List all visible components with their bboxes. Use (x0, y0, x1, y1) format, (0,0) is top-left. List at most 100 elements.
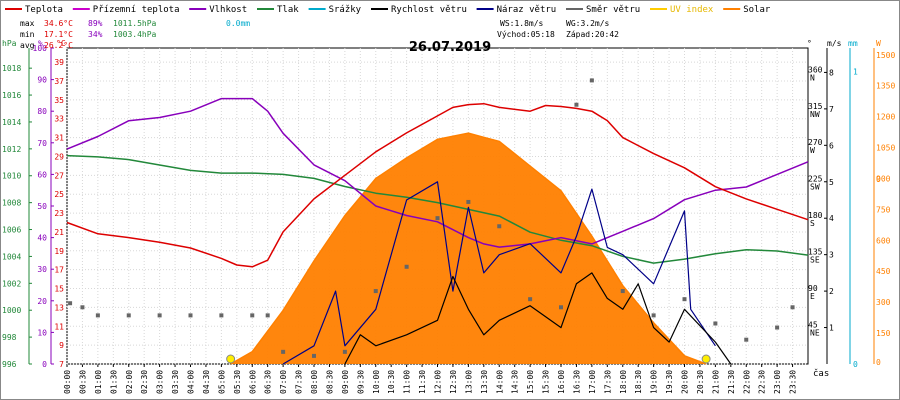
x-tick-label: 17:00 (588, 370, 597, 394)
stats-avg-label: avg (20, 41, 35, 50)
x-tick-label: 03:30 (171, 370, 180, 394)
x-tick-label: 23:00 (773, 370, 782, 394)
wind-tick-label: 4 (829, 214, 834, 223)
stats-sunrise: Východ:05:18 (497, 30, 555, 39)
humidity-tick-label: 70 (37, 139, 47, 148)
x-tick-label: 09:00 (341, 370, 350, 394)
x-tick-label: 16:00 (557, 370, 566, 394)
solar-tick-label: 1200 (876, 113, 895, 122)
wind-direction-point (404, 264, 409, 269)
wind-direction-point (281, 349, 286, 354)
legend-label: Směr větru (586, 5, 640, 15)
pressure-tick-label: 1006 (2, 226, 21, 235)
wind-tick-label: 7 (829, 105, 834, 114)
temp-tick-label: 37 (54, 77, 64, 86)
x-tick-label: 15:30 (542, 370, 551, 394)
wind-direction-point (265, 313, 270, 318)
series-pressure-line (66, 154, 809, 264)
legend-label: Solar (743, 5, 771, 15)
stats-min-temp: 17.1°C (44, 30, 73, 39)
legend-label: UV index (670, 5, 714, 15)
pressure-tick-label: 1002 (2, 279, 21, 288)
legend-label: Přízemní teplota (93, 5, 180, 15)
wind-direction-point (528, 297, 533, 302)
temp-tick-label: 29 (54, 152, 64, 161)
solar-tick-label: 750 (876, 205, 891, 214)
direction-compass-label: S (810, 219, 815, 228)
x-tick-label: 08:30 (325, 370, 334, 394)
stats-max-rain: 0.0mm (226, 19, 250, 28)
stats-wind-gust: WG:3.2m/s (566, 19, 610, 28)
direction-tick-label: 270 (808, 138, 823, 147)
left-axes: 9969981000100210041006100810101012101410… (2, 39, 66, 369)
wind-direction-point (559, 305, 563, 310)
wind-axis-unit: m/s (827, 39, 842, 48)
x-tick-label: 02:30 (140, 370, 149, 394)
wind-tick-label: 5 (829, 178, 834, 187)
wind-direction-point (713, 321, 718, 326)
wind-direction-point (157, 313, 162, 318)
x-tick-label: 11:30 (418, 370, 427, 394)
x-tick-label: 04:00 (187, 370, 196, 394)
pressure-tick-label: 1016 (2, 91, 21, 100)
x-tick-label: 22:30 (758, 370, 767, 394)
x-tick-label: 11:00 (403, 370, 412, 394)
stats-min-label: min (20, 30, 35, 39)
x-tick-label: 12:30 (449, 370, 458, 394)
x-tick-label: 21:00 (711, 370, 720, 394)
temp-axis-unit: °C (56, 39, 66, 48)
series-humidity-line (66, 97, 809, 248)
legend-label: Tlak (277, 5, 299, 15)
pressure-tick-label: 1014 (2, 118, 21, 127)
x-axis: 00:00 00:30 01:00 01:30 02:00 02:30 03:00 03:30… (63, 48, 798, 394)
x-tick-label: 19:30 (665, 370, 674, 394)
stats-max-humidity: 89% (88, 19, 103, 28)
x-tick-label: 15:00 (526, 370, 535, 394)
x-tick-label: 12:00 (434, 370, 443, 394)
x-axis-title: čas (813, 368, 829, 379)
series-wind-gust-line (282, 181, 716, 365)
x-tick-label: 00:00 (63, 370, 72, 394)
temp-tick-label: 21 (54, 228, 64, 237)
stats-sunset: Západ:20:42 (566, 30, 619, 39)
x-tick-label: 10:30 (387, 370, 396, 394)
wind-direction-point (466, 199, 471, 204)
x-tick-label: 14:30 (511, 370, 520, 394)
x-tick-label: 05:00 (217, 370, 226, 394)
x-tick-label: 20:30 (696, 370, 705, 394)
x-tick-label: 18:00 (619, 370, 628, 394)
wind-tick-label: 8 (829, 68, 834, 77)
x-tick-label: 18:30 (634, 370, 643, 394)
temp-tick-label: 9 (59, 341, 64, 350)
series-solar-area (230, 133, 707, 364)
pressure-tick-label: 1018 (2, 64, 21, 73)
sunrise-marker (226, 354, 236, 364)
solar-tick-label: 0 (876, 358, 881, 367)
x-tick-label: 04:30 (202, 370, 211, 394)
stats-avg-temp: 26.2°C (44, 41, 73, 50)
stats-wind-speed: WS:1.8m/s (500, 19, 544, 28)
x-tick-label: 09:30 (356, 370, 365, 394)
legend-label: Srážky (329, 5, 362, 15)
direction-tick-label: 90 (808, 284, 818, 293)
direction-compass-label: NE (810, 329, 820, 338)
wind-direction-point (126, 313, 131, 318)
pressure-tick-label: 1004 (2, 252, 21, 261)
legend-label: Vlhkost (209, 5, 247, 15)
temp-tick-label: 15 (54, 285, 64, 294)
pressure-tick-label: 1012 (2, 145, 21, 154)
legend-label: Náraz větru (497, 5, 557, 15)
direction-tick-label: 360 (808, 65, 823, 74)
humidity-tick-label: 40 (37, 234, 47, 243)
temp-tick-label: 35 (54, 96, 64, 105)
solar-tick-label: 1050 (876, 144, 895, 153)
solar-tick-label: 1350 (876, 82, 895, 91)
humidity-tick-label: 10 (37, 328, 47, 337)
direction-compass-label: NW (810, 110, 820, 119)
x-tick-label: 03:00 (156, 370, 165, 394)
wind-direction-point (744, 337, 749, 342)
x-tick-label: 13:00 (464, 370, 473, 394)
wind-direction-point (790, 305, 795, 310)
x-tick-label: 10:00 (372, 370, 381, 394)
